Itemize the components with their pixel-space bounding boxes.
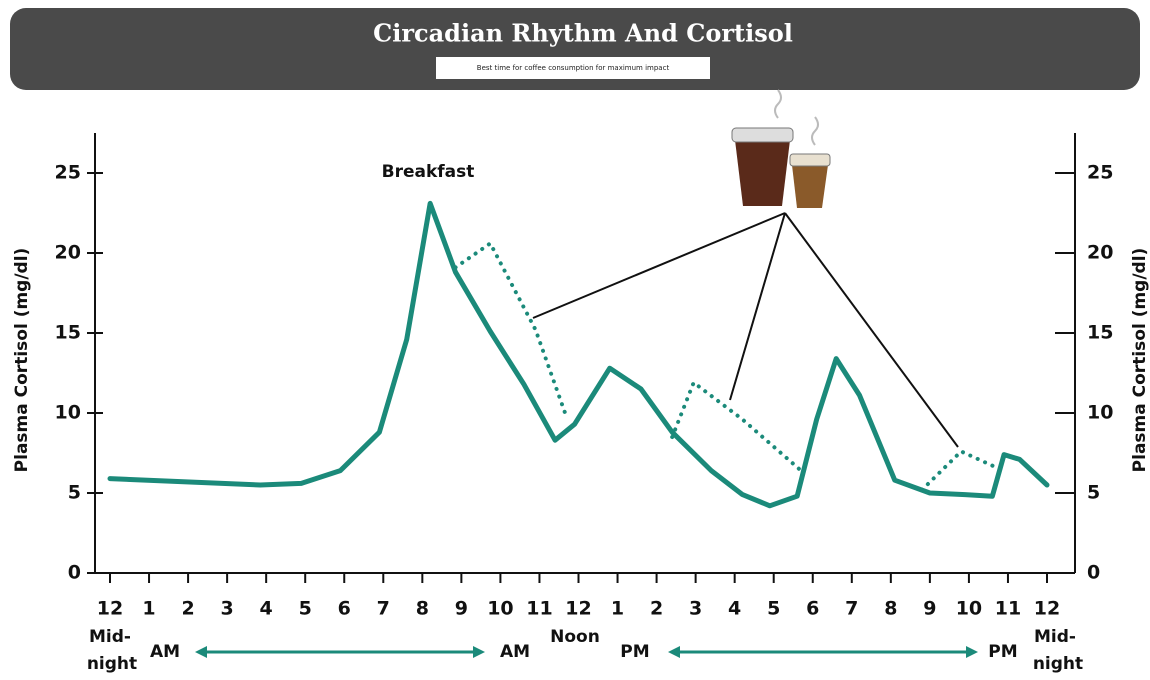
y-tick-label: 10 (55, 402, 81, 424)
pointer-lines (532, 212, 959, 448)
dotted-line (453, 241, 999, 492)
period-label: PM (620, 642, 649, 662)
y2-tick-label: 5 (1087, 482, 1100, 504)
x-tick-label: 6 (806, 598, 819, 620)
y-axis-label: Plasma Cortisol (mg/dl) (12, 248, 32, 473)
x-tick-label: 10 (487, 598, 513, 620)
x-tick-label: 9 (455, 598, 468, 620)
chart-title: Circadian Rhythm And Cortisol (373, 19, 793, 48)
y2-tick-label: 20 (1087, 242, 1113, 264)
x-tick-label: 5 (767, 598, 780, 620)
x-tick-label: 2 (181, 598, 194, 620)
period-label: Mid- (89, 627, 131, 647)
chart-subtitle: Best time for coffee consumption for max… (477, 64, 670, 72)
x-tick-label: 8 (884, 598, 897, 620)
period-arrows (195, 646, 978, 658)
x-tick-label: 4 (260, 598, 273, 620)
period-label: Noon (550, 627, 600, 647)
y-tick-label: 20 (55, 242, 81, 264)
y2-tick-label: 0 (1087, 562, 1100, 584)
x-tick-label: 10 (956, 598, 982, 620)
y-tick-label: 0 (68, 562, 81, 584)
y-tick-label: 25 (55, 162, 81, 184)
x-tick-label: 8 (416, 598, 429, 620)
period-label: PM (988, 642, 1017, 662)
x-tick-label: 12 (565, 598, 591, 620)
subtitle-box (436, 57, 710, 79)
x-tick-label: 11 (526, 598, 552, 620)
y2-tick-label: 25 (1087, 162, 1113, 184)
x-tick-label: 4 (728, 598, 741, 620)
header-bar (10, 8, 1140, 90)
annotation: Breakfast (382, 162, 475, 182)
period-label: AM (150, 642, 180, 662)
x-tick-label: 3 (689, 598, 702, 620)
x-tick-label: 6 (338, 598, 351, 620)
x-tick-label: 12 (97, 598, 123, 620)
x-tick-label: 1 (142, 598, 155, 620)
period-label: night (87, 654, 137, 674)
y2-tick-label: 10 (1087, 402, 1113, 424)
period-label: Mid- (1034, 627, 1076, 647)
period-label: AM (500, 642, 530, 662)
x-tick-label: 5 (299, 598, 312, 620)
coffee-icon (731, 89, 831, 208)
period-label: night (1033, 654, 1083, 674)
x-tick-label: 12 (1034, 598, 1060, 620)
x-tick-label: 3 (221, 598, 234, 620)
y-tick-label: 15 (55, 322, 81, 344)
y2-tick-label: 15 (1087, 322, 1113, 344)
x-tick-label: 7 (377, 598, 390, 620)
x-tick-label: 9 (923, 598, 936, 620)
x-tick-label: 7 (845, 598, 858, 620)
x-tick-label: 11 (995, 598, 1021, 620)
x-tick-label: 2 (650, 598, 663, 620)
y2-axis-label: Plasma Cortisol (mg/dl) (1130, 248, 1150, 473)
x-tick-label: 1 (611, 598, 624, 620)
cortisol-line (107, 200, 1050, 509)
y-tick-label: 5 (68, 482, 81, 504)
